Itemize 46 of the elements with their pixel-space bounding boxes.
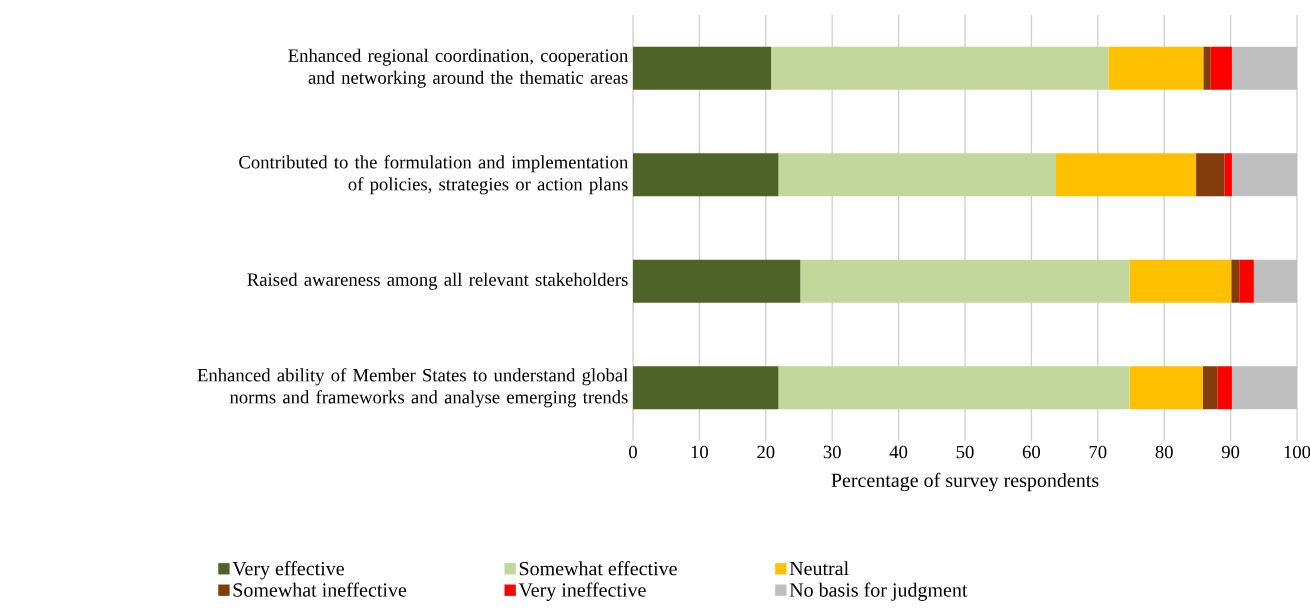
legend-label: Very ineffective — [518, 582, 646, 601]
legend-label: Neutral — [789, 561, 849, 576]
bar — [1231, 259, 1240, 303]
x-tick-label: 80 — [1155, 445, 1173, 459]
bar — [1210, 46, 1232, 90]
x-tick-label: 60 — [1022, 445, 1041, 459]
legend-label: Very effective — [232, 561, 344, 580]
x-axis-title: Percentage of survey respondents — [831, 472, 1099, 492]
x-tick-label: 30 — [823, 445, 841, 459]
y-tick-label: Enhanced regional coordination, cooperation and networking around the thematic areas — [288, 48, 629, 88]
bar — [771, 46, 1109, 90]
bar — [1108, 46, 1204, 90]
bar — [1129, 366, 1203, 410]
bar — [633, 366, 779, 410]
bar — [633, 259, 801, 303]
bar — [1231, 153, 1297, 197]
bar — [1202, 366, 1218, 410]
legend-label: Somewhat effective — [519, 561, 677, 576]
x-tick-label: 0 — [629, 445, 637, 459]
bar — [800, 259, 1130, 303]
y-tick-label: Contributed to the formulation and implementation of policies, strategies or action plans — [239, 155, 629, 195]
bar — [1231, 366, 1297, 410]
bar — [633, 153, 779, 197]
legend-label: Somewhat ineffective — [233, 582, 407, 597]
x-tick-label: 100 — [1284, 445, 1310, 459]
bar — [1203, 46, 1211, 90]
bar — [778, 153, 1056, 197]
bar — [1217, 366, 1232, 410]
bar — [633, 46, 772, 90]
bar — [1253, 259, 1297, 303]
y-tick-label: Raised awareness among all relevant stakeholders — [247, 272, 628, 290]
bar — [1231, 46, 1297, 90]
y-tick-label: Enhanced ability of Member States to understand global norms and frameworks and analyse emerging trends — [197, 368, 628, 408]
x-tick-label: 50 — [956, 445, 974, 459]
bar — [1196, 153, 1225, 197]
bar — [1055, 153, 1197, 197]
legend-label: No basis for judgment — [789, 582, 968, 601]
bar — [1129, 259, 1232, 303]
x-tick-label: 70 — [1089, 445, 1107, 459]
x-tick-label: 90 — [1221, 445, 1240, 459]
x-tick-label: 10 — [691, 445, 709, 459]
bar — [778, 366, 1130, 410]
bar — [1224, 153, 1232, 197]
x-tick-label: 40 — [889, 445, 908, 459]
bar — [1239, 259, 1254, 303]
x-tick-label: 20 — [757, 445, 775, 459]
